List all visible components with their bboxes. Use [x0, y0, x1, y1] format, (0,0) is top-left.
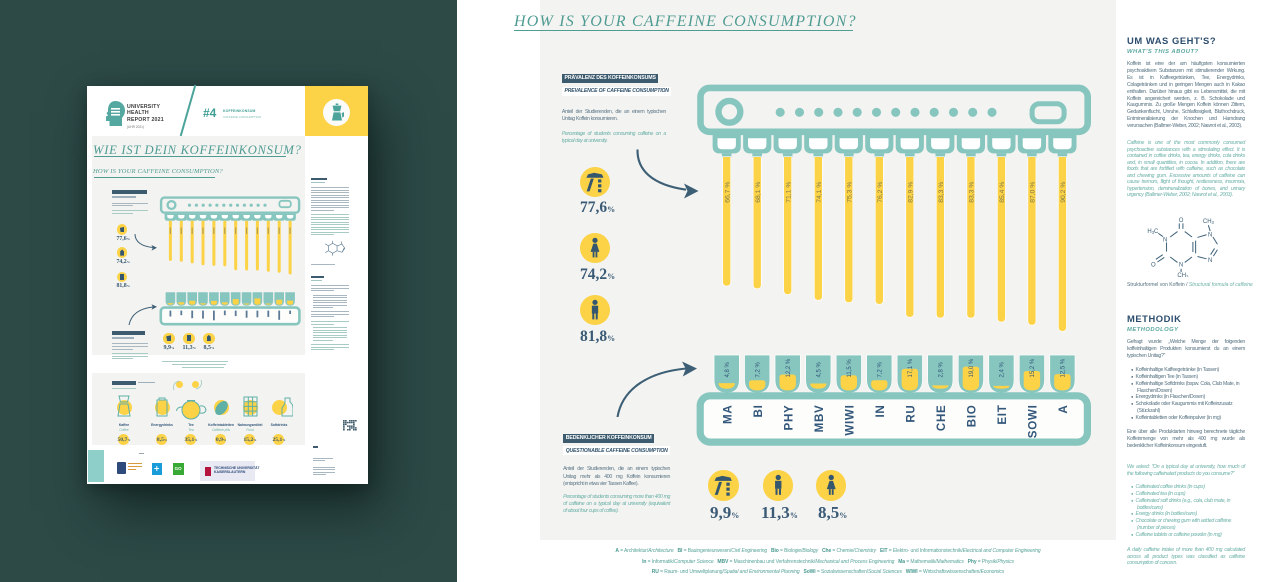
svg-text:BI: BI [752, 405, 765, 418]
svg-text:17,1 %: 17,1 % [908, 358, 914, 377]
svg-text:N: N [1208, 258, 1212, 264]
svg-text:CH3: CH3 [1203, 219, 1215, 225]
svg-text:7,2 %: 7,2 % [878, 361, 884, 377]
svg-text:H3C: H3C [1147, 229, 1159, 235]
svg-text:19,0 %: 19,0 % [969, 358, 975, 377]
svg-text:4,8 %: 4,8 % [725, 361, 731, 377]
svg-text:BIO: BIO [966, 405, 979, 428]
svg-text:83,3 %: 83,3 % [969, 182, 976, 203]
svg-text:12,2 %: 12,2 % [786, 358, 792, 377]
svg-text:IN: IN [874, 405, 887, 418]
svg-text:CH3: CH3 [1177, 273, 1189, 277]
svg-text:74,1 %: 74,1 % [816, 182, 823, 203]
svg-text:15,2 %: 15,2 % [1030, 358, 1036, 377]
svg-text:RU: RU [904, 405, 917, 423]
svg-text:4,5 %: 4,5 % [817, 361, 823, 377]
svg-text:2,8 %: 2,8 % [939, 361, 945, 377]
svg-text:11,5 %: 11,5 % [847, 359, 853, 378]
svg-text:83,3 %: 83,3 % [938, 182, 945, 203]
svg-text:O: O [1151, 263, 1156, 269]
svg-text:PHY: PHY [782, 405, 795, 431]
svg-text:68,1 %: 68,1 % [755, 182, 762, 203]
svg-text:2,4 %: 2,4 % [1000, 361, 1006, 377]
svg-text:MBV: MBV [813, 405, 826, 433]
svg-text:7,2 %: 7,2 % [755, 361, 761, 377]
svg-text:76,2 %: 76,2 % [877, 182, 884, 203]
svg-text:75,3 %: 75,3 % [846, 182, 853, 203]
svg-text:N: N [1163, 238, 1167, 244]
svg-text:71,1 %: 71,1 % [785, 182, 792, 203]
svg-text:90,2 %: 90,2 % [1060, 182, 1067, 203]
svg-text:CHE: CHE [935, 405, 948, 432]
svg-text:12,5 %: 12,5 % [1061, 358, 1067, 377]
svg-text:N: N [1208, 233, 1212, 239]
svg-text:85,4 %: 85,4 % [999, 182, 1006, 203]
svg-text:MA: MA [721, 405, 734, 424]
svg-text:SOWI: SOWI [1027, 405, 1040, 439]
svg-text:82,9 %: 82,9 % [907, 182, 914, 203]
svg-text:EIT: EIT [996, 405, 1009, 425]
svg-text:87,0 %: 87,0 % [1030, 182, 1037, 203]
svg-text:O: O [1179, 218, 1184, 224]
svg-text:N: N [1179, 263, 1183, 269]
svg-text:WIWI: WIWI [843, 405, 856, 436]
svg-text:A: A [1057, 405, 1070, 414]
svg-text:66,7 %: 66,7 % [724, 182, 731, 203]
